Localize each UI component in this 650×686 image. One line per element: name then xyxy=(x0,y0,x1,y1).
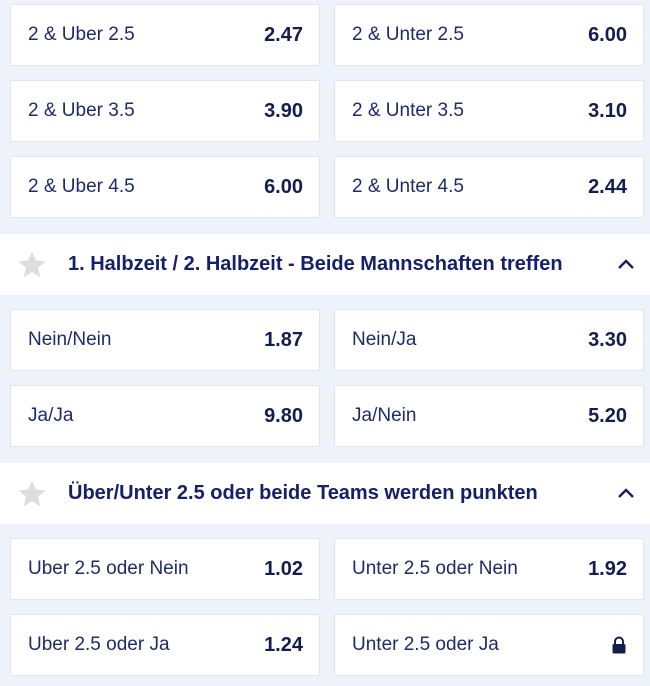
outcome-odds: 1.02 xyxy=(264,557,303,580)
outcome-odds: 1.87 xyxy=(264,328,303,351)
outcome-button[interactable]: Nein/Ja 3.30 xyxy=(334,309,644,371)
market-title: 1. Halbzeit / 2. Halbzeit - Beide Mannsc… xyxy=(68,253,563,275)
outcome-label: 2 & Unter 3.5 xyxy=(352,100,464,121)
market-header-ou-btts[interactable]: Über/Unter 2.5 oder beide Teams werden p… xyxy=(0,463,650,524)
outcome-odds: 9.80 xyxy=(264,404,303,427)
outcome-odds: 3.10 xyxy=(588,99,627,122)
outcome-odds: 6.00 xyxy=(588,23,627,46)
outcome-button-locked: Unter 2.5 oder Ja xyxy=(334,614,644,676)
outcome-button[interactable]: 2 & Unter 4.5 2.44 xyxy=(334,156,644,218)
outcome-label: 2 & Unter 2.5 xyxy=(352,24,464,45)
outcome-odds: 6.00 xyxy=(264,175,303,198)
outcome-button[interactable]: Uber 2.5 oder Ja 1.24 xyxy=(10,614,320,676)
outcome-button[interactable]: 2 & Unter 3.5 3.10 xyxy=(334,80,644,142)
outcome-button[interactable]: Ja/Nein 5.20 xyxy=(334,385,644,447)
outcome-button[interactable]: Uber 2.5 oder Nein 1.02 xyxy=(10,538,320,600)
outcome-label: 2 & Uber 3.5 xyxy=(28,100,135,121)
outcome-label: Unter 2.5 oder Nein xyxy=(352,558,518,579)
outcome-button[interactable]: Unter 2.5 oder Nein 1.92 xyxy=(334,538,644,600)
outcome-label: Nein/Ja xyxy=(352,329,417,350)
star-icon[interactable] xyxy=(16,249,48,281)
outcome-button[interactable]: 2 & Unter 2.5 6.00 xyxy=(334,4,644,66)
outcome-label: Nein/Nein xyxy=(28,329,112,350)
outcome-odds: 1.24 xyxy=(264,633,303,656)
outcome-button[interactable]: Nein/Nein 1.87 xyxy=(10,309,320,371)
outcome-label: 2 & Unter 4.5 xyxy=(352,176,464,197)
outcome-button[interactable]: 2 & Uber 2.5 2.47 xyxy=(10,4,320,66)
chevron-up-icon[interactable] xyxy=(616,255,636,275)
outcome-odds: 2.44 xyxy=(588,175,627,198)
outcome-button[interactable]: Ja/Ja 9.80 xyxy=(10,385,320,447)
market-title: Über/Unter 2.5 oder beide Teams werden p… xyxy=(68,482,538,504)
outcome-odds: 5.20 xyxy=(588,404,627,427)
outcome-label: Ja/Nein xyxy=(352,405,417,426)
outcome-button[interactable]: 2 & Uber 3.5 3.90 xyxy=(10,80,320,142)
outcome-grid-ou-btts: Uber 2.5 oder Nein 1.02 Unter 2.5 oder Ne… xyxy=(10,538,644,676)
outcome-label: Uber 2.5 oder Nein xyxy=(28,558,189,579)
outcome-label: 2 & Uber 2.5 xyxy=(28,24,135,45)
outcome-label: Uber 2.5 oder Ja xyxy=(28,634,170,655)
outcome-label: Unter 2.5 oder Ja xyxy=(352,634,499,655)
outcome-grid-btts-halves: Nein/Nein 1.87 Nein/Ja 3.30 Ja/Ja 9.80 Ja/N… xyxy=(10,309,644,447)
outcome-label: Ja/Ja xyxy=(28,405,74,426)
outcome-odds: 1.92 xyxy=(588,557,627,580)
lock-icon xyxy=(612,636,626,654)
outcome-grid-top: 2 & Uber 2.5 2.47 2 & Unter 2.5 6.00 2 & U… xyxy=(10,4,644,218)
outcome-label: 2 & Uber 4.5 xyxy=(28,176,135,197)
outcome-odds: 3.90 xyxy=(264,99,303,122)
market-header-btts-halves[interactable]: 1. Halbzeit / 2. Halbzeit - Beide Mannsc… xyxy=(0,234,650,295)
star-icon[interactable] xyxy=(16,478,48,510)
outcome-odds: 2.47 xyxy=(264,23,303,46)
chevron-up-icon[interactable] xyxy=(616,484,636,504)
outcome-odds: 3.30 xyxy=(588,328,627,351)
outcome-button[interactable]: 2 & Uber 4.5 6.00 xyxy=(10,156,320,218)
